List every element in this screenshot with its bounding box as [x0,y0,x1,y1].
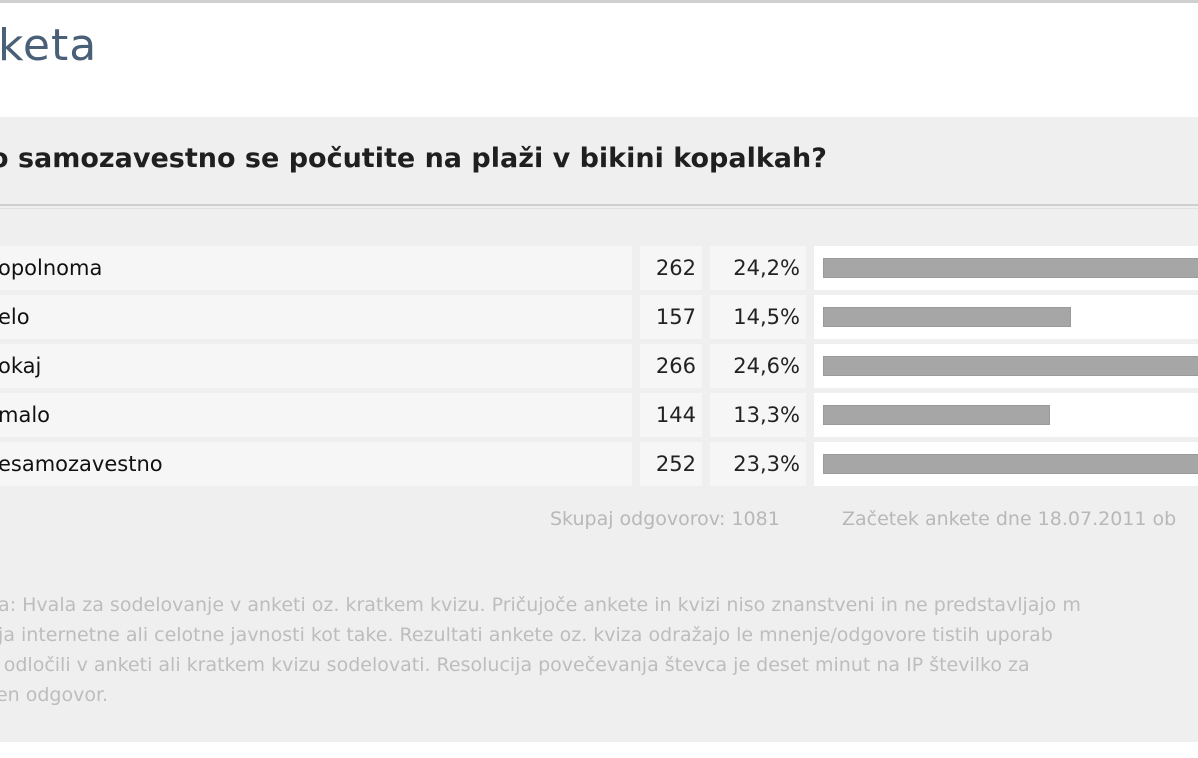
answer-count-cell: 157 [640,295,702,339]
answer-count-cell: 252 [640,442,702,486]
answer-label: okaj [0,354,42,378]
top-divider [0,0,1198,3]
answer-bar-cell [814,246,1198,290]
answer-label-cell: esamozavestno [0,442,632,486]
answer-percent-cell: 23,3% [710,442,806,486]
answer-percent-cell: 14,5% [710,295,806,339]
answer-bar [823,307,1071,327]
answer-bar [823,356,1198,376]
total-responses: Skupaj odgovorov: 1081 [550,508,780,530]
answer-count-cell: 266 [640,344,702,388]
question-divider-shadow [0,208,1198,209]
answer-bar [823,258,1198,278]
answer-label-cell: okaj [0,344,632,388]
answer-row: elo 157 14,5% [0,295,1198,339]
answer-row: esamozavestno 252 23,3% [0,442,1198,486]
answer-label: opolnoma [0,256,103,280]
answer-count-cell: 144 [640,393,702,437]
answer-label-cell: opolnoma [0,246,632,290]
answer-bar [823,454,1198,474]
answer-percent-cell: 13,3% [710,393,806,437]
answer-row: okaj 266 24,6% [0,344,1198,388]
answer-count-cell: 262 [640,246,702,290]
question-divider [0,204,1198,206]
answer-bar-cell [814,393,1198,437]
disclaimer-note: ba: Hvala za sodelovanje v anketi oz. kr… [0,590,1198,710]
answer-percent: 14,5% [733,305,800,329]
answer-percent-cell: 24,6% [710,344,806,388]
answer-bar-cell [814,344,1198,388]
answer-bar-cell [814,295,1198,339]
answer-percent-cell: 24,2% [710,246,806,290]
poll-start-date: Začetek ankete dne 18.07.2011 ob [842,508,1177,530]
answer-label: malo [0,403,51,427]
answer-percent: 24,2% [733,256,800,280]
page-title: keta [0,20,98,71]
disclaimer-line: nja internetne ali celotne javnosti kot … [0,624,1053,646]
answer-label: esamozavestno [0,452,163,476]
answer-count: 266 [655,354,696,378]
answer-count: 157 [655,305,696,329]
disclaimer-line: ba: Hvala za sodelovanje v anketi oz. kr… [0,594,1081,616]
answer-count: 262 [655,256,696,280]
answer-count: 252 [655,452,696,476]
answer-count: 144 [655,403,696,427]
answer-bar [823,405,1050,425]
disclaimer-line: e odločili v anketi ali kratkem kvizu so… [0,654,1030,676]
answer-percent: 24,6% [733,354,800,378]
answer-percent: 23,3% [733,452,800,476]
answer-label: elo [0,305,30,329]
answer-bar-cell [814,442,1198,486]
answer-row: opolnoma 262 24,2% [0,246,1198,290]
answer-row: malo 144 13,3% [0,393,1198,437]
poll-question: o samozavestno se počutite na plaži v bi… [0,143,827,174]
answer-label-cell: elo [0,295,632,339]
answer-percent: 13,3% [733,403,800,427]
answer-label-cell: malo [0,393,632,437]
disclaimer-line: zen odgovor. [0,684,109,706]
